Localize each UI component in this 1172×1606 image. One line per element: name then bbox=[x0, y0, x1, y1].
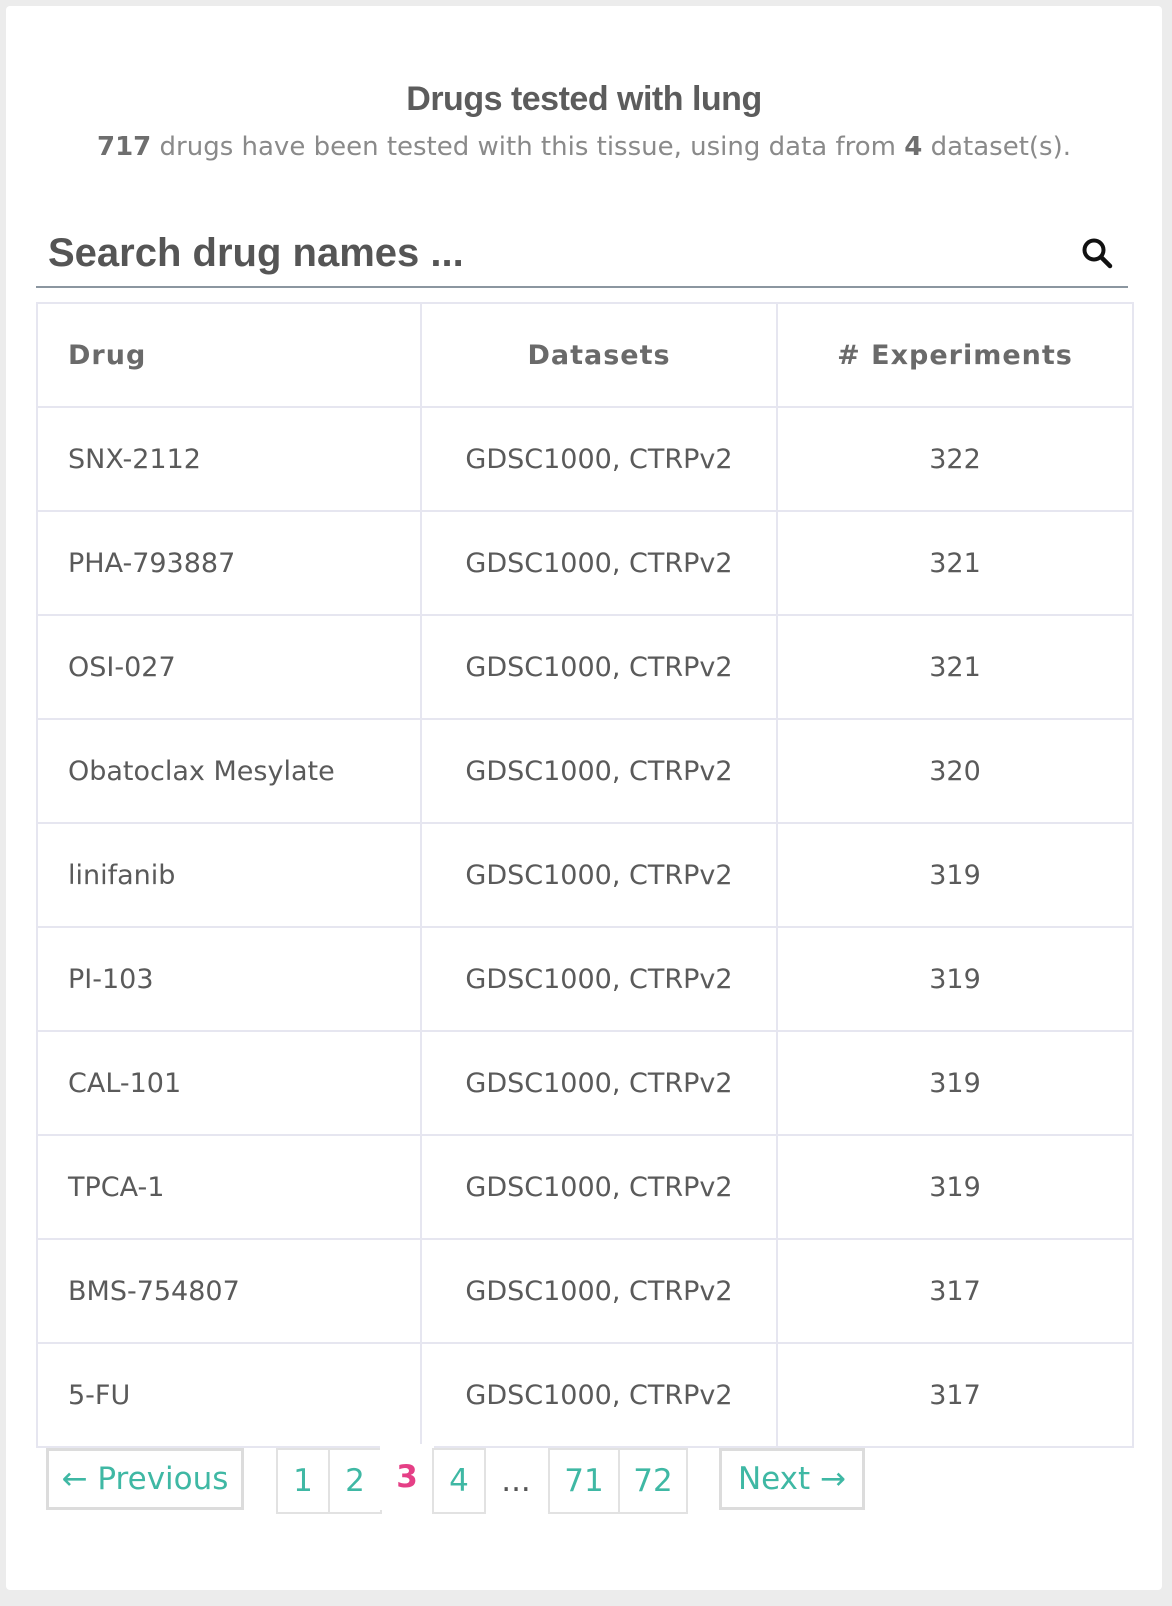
column-header-drug[interactable]: Drug bbox=[37, 303, 421, 407]
datasets-cell: GDSC1000, CTRPv2 bbox=[421, 1343, 777, 1447]
experiments-cell: 319 bbox=[777, 823, 1133, 927]
table-row[interactable]: Obatoclax Mesylate GDSC1000, CTRPv2 320 bbox=[37, 719, 1133, 823]
experiments-cell: 317 bbox=[777, 1343, 1133, 1447]
table-row[interactable]: linifanib GDSC1000, CTRPv2 319 bbox=[37, 823, 1133, 927]
datasets-cell: GDSC1000, CTRPv2 bbox=[421, 615, 777, 719]
datasets-cell: GDSC1000, CTRPv2 bbox=[421, 407, 777, 511]
drug-name-cell[interactable]: Obatoclax Mesylate bbox=[37, 719, 421, 823]
page-2-link[interactable]: 2 bbox=[328, 1448, 382, 1514]
experiments-cell: 321 bbox=[777, 615, 1133, 719]
column-header-experiments[interactable]: # Experiments bbox=[777, 303, 1133, 407]
datasets-cell: GDSC1000, CTRPv2 bbox=[421, 1135, 777, 1239]
dataset-count: 4 bbox=[904, 132, 922, 162]
datasets-cell: GDSC1000, CTRPv2 bbox=[421, 1239, 777, 1343]
datasets-cell: GDSC1000, CTRPv2 bbox=[421, 823, 777, 927]
datasets-cell: GDSC1000, CTRPv2 bbox=[421, 927, 777, 1031]
experiments-cell: 319 bbox=[777, 1031, 1133, 1135]
table-row[interactable]: 5-FU GDSC1000, CTRPv2 317 bbox=[37, 1343, 1133, 1447]
table-row[interactable]: CAL-101 GDSC1000, CTRPv2 319 bbox=[37, 1031, 1133, 1135]
table-row[interactable]: PHA-793887 GDSC1000, CTRPv2 321 bbox=[37, 511, 1133, 615]
pagination: ← Previous 1 2 3 4 ... 71 72 Next → bbox=[6, 1448, 1162, 1518]
experiments-cell: 321 bbox=[777, 511, 1133, 615]
page-71-link[interactable]: 71 bbox=[548, 1448, 620, 1514]
search-icon[interactable] bbox=[1080, 236, 1114, 270]
subtitle-end: dataset(s). bbox=[922, 132, 1071, 162]
previous-page-button[interactable]: ← Previous bbox=[46, 1448, 244, 1510]
pagination-ellipsis: ... bbox=[488, 1448, 544, 1514]
next-page-button[interactable]: Next → bbox=[719, 1448, 865, 1510]
table-row[interactable]: TPCA-1 GDSC1000, CTRPv2 319 bbox=[37, 1135, 1133, 1239]
page-3-current: 3 bbox=[380, 1444, 434, 1510]
drugs-panel: Drugs tested with lung 717 drugs have be… bbox=[6, 6, 1162, 1590]
datasets-cell: GDSC1000, CTRPv2 bbox=[421, 719, 777, 823]
experiments-cell: 322 bbox=[777, 407, 1133, 511]
table-row[interactable]: PI-103 GDSC1000, CTRPv2 319 bbox=[37, 927, 1133, 1031]
drug-name-cell[interactable]: OSI-027 bbox=[37, 615, 421, 719]
page-1-link[interactable]: 1 bbox=[276, 1448, 330, 1514]
datasets-cell: GDSC1000, CTRPv2 bbox=[421, 1031, 777, 1135]
page-72-link[interactable]: 72 bbox=[618, 1448, 688, 1514]
subtitle-text: drugs have been tested with this tissue,… bbox=[151, 132, 904, 162]
table-row[interactable]: BMS-754807 GDSC1000, CTRPv2 317 bbox=[37, 1239, 1133, 1343]
column-header-datasets[interactable]: Datasets bbox=[421, 303, 777, 407]
drug-name-cell[interactable]: 5-FU bbox=[37, 1343, 421, 1447]
drug-name-cell[interactable]: CAL-101 bbox=[37, 1031, 421, 1135]
page-4-link[interactable]: 4 bbox=[432, 1448, 486, 1514]
experiments-cell: 317 bbox=[777, 1239, 1133, 1343]
search-input[interactable] bbox=[48, 228, 1028, 278]
experiments-cell: 319 bbox=[777, 1135, 1133, 1239]
drug-name-cell[interactable]: PI-103 bbox=[37, 927, 421, 1031]
drug-name-cell[interactable]: BMS-754807 bbox=[37, 1239, 421, 1343]
experiments-cell: 320 bbox=[777, 719, 1133, 823]
experiments-cell: 319 bbox=[777, 927, 1133, 1031]
table-header-row: Drug Datasets # Experiments bbox=[37, 303, 1133, 407]
drug-name-cell[interactable]: TPCA-1 bbox=[37, 1135, 421, 1239]
datasets-cell: GDSC1000, CTRPv2 bbox=[421, 511, 777, 615]
drug-name-cell[interactable]: linifanib bbox=[37, 823, 421, 927]
page-subtitle: 717 drugs have been tested with this tis… bbox=[6, 132, 1162, 162]
drug-name-cell[interactable]: PHA-793887 bbox=[37, 511, 421, 615]
page-title: Drugs tested with lung bbox=[6, 80, 1162, 119]
drug-count: 717 bbox=[97, 132, 151, 162]
drugs-table: Drug Datasets # Experiments SNX-2112 GDS… bbox=[36, 302, 1134, 1448]
table-row[interactable]: SNX-2112 GDSC1000, CTRPv2 322 bbox=[37, 407, 1133, 511]
drug-name-cell[interactable]: SNX-2112 bbox=[37, 407, 421, 511]
search-bar bbox=[36, 224, 1128, 288]
table-row[interactable]: OSI-027 GDSC1000, CTRPv2 321 bbox=[37, 615, 1133, 719]
